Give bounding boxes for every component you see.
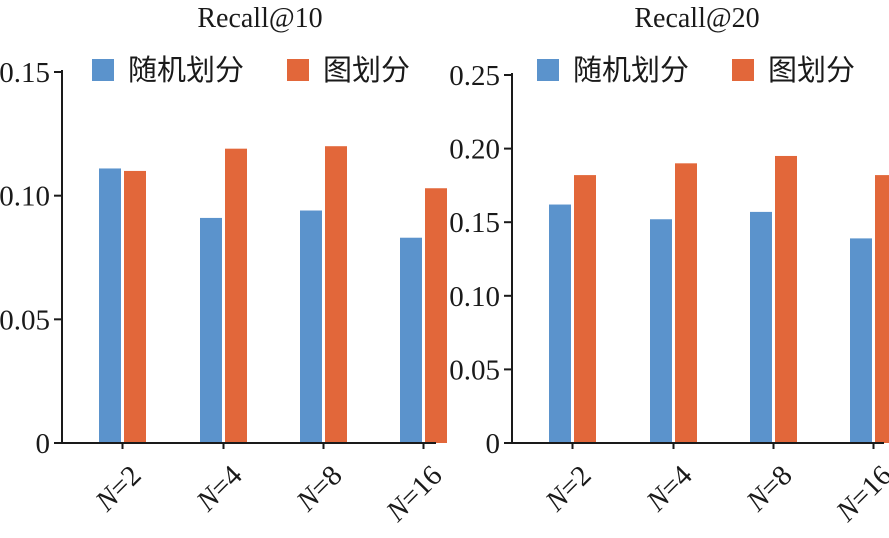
bar-graph-N=4	[225, 148, 247, 443]
bar-random-N=4	[650, 219, 672, 443]
legend-label: 图划分	[323, 53, 410, 87]
y-tick-label: 0.20	[449, 134, 500, 166]
chart-title: Recall@20	[634, 3, 759, 34]
bar-random-N=16	[400, 237, 422, 443]
y-tick-label: 0.05	[0, 304, 50, 336]
chart-panel-2: Recall@20 随机划分 图划分 0 0.05 0.10 0.15 0.20 0.25 N=2…	[449, 3, 889, 529]
bar-graph-N=16	[875, 175, 889, 443]
bar-random-N=4	[200, 217, 222, 443]
legend-label: 随机划分	[573, 53, 689, 87]
bar-random-N=2	[549, 204, 571, 443]
legend-label: 随机划分	[128, 53, 244, 87]
y-tick-label: 0	[486, 428, 501, 460]
y-tick-label: 0	[36, 428, 51, 460]
x-tick-label: N=16	[830, 459, 889, 528]
bar-graph-N=2	[124, 170, 146, 443]
x-tick-label: N=8	[290, 459, 349, 518]
chart-title: Recall@10	[197, 3, 322, 34]
legend-swatch	[92, 59, 114, 81]
legend-swatch	[537, 59, 559, 81]
bar-graph-N=16	[425, 188, 447, 443]
y-tick-label: 0.10	[0, 181, 50, 213]
legend-label: 图划分	[768, 53, 855, 87]
bar-random-N=16	[850, 238, 872, 443]
bar-graph-N=4	[675, 163, 697, 443]
bar-graph-N=8	[775, 155, 797, 443]
bar-random-N=2	[99, 168, 121, 443]
y-tick-label: 0.15	[0, 57, 50, 89]
y-tick-label: 0.10	[449, 281, 500, 313]
x-tick-label: N=2	[89, 459, 148, 518]
bar-graph-N=8	[325, 146, 347, 443]
y-tick-label: 0.15	[449, 207, 500, 239]
bar-random-N=8	[750, 211, 772, 443]
y-tick-label: 0.25	[449, 60, 500, 92]
chart-panel-1: Recall@10 随机划分 图划分 0 0.05 0.10 0.15 N=2 N=4 N=8 N=…	[0, 3, 449, 529]
x-tick-label: N=2	[539, 459, 598, 518]
bar-random-N=8	[300, 210, 322, 443]
legend-swatch	[732, 59, 754, 81]
legend-swatch	[287, 59, 309, 81]
y-tick-label: 0.05	[449, 354, 500, 386]
x-tick-label: N=4	[190, 459, 249, 518]
bar-graph-N=2	[574, 175, 596, 443]
x-tick-label: N=16	[380, 459, 449, 528]
x-tick-label: N=8	[740, 459, 799, 518]
x-tick-label: N=4	[640, 459, 699, 518]
